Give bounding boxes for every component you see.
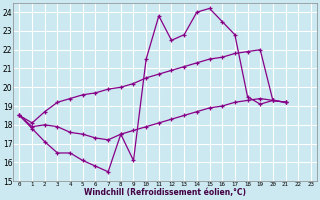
- X-axis label: Windchill (Refroidissement éolien,°C): Windchill (Refroidissement éolien,°C): [84, 188, 246, 197]
